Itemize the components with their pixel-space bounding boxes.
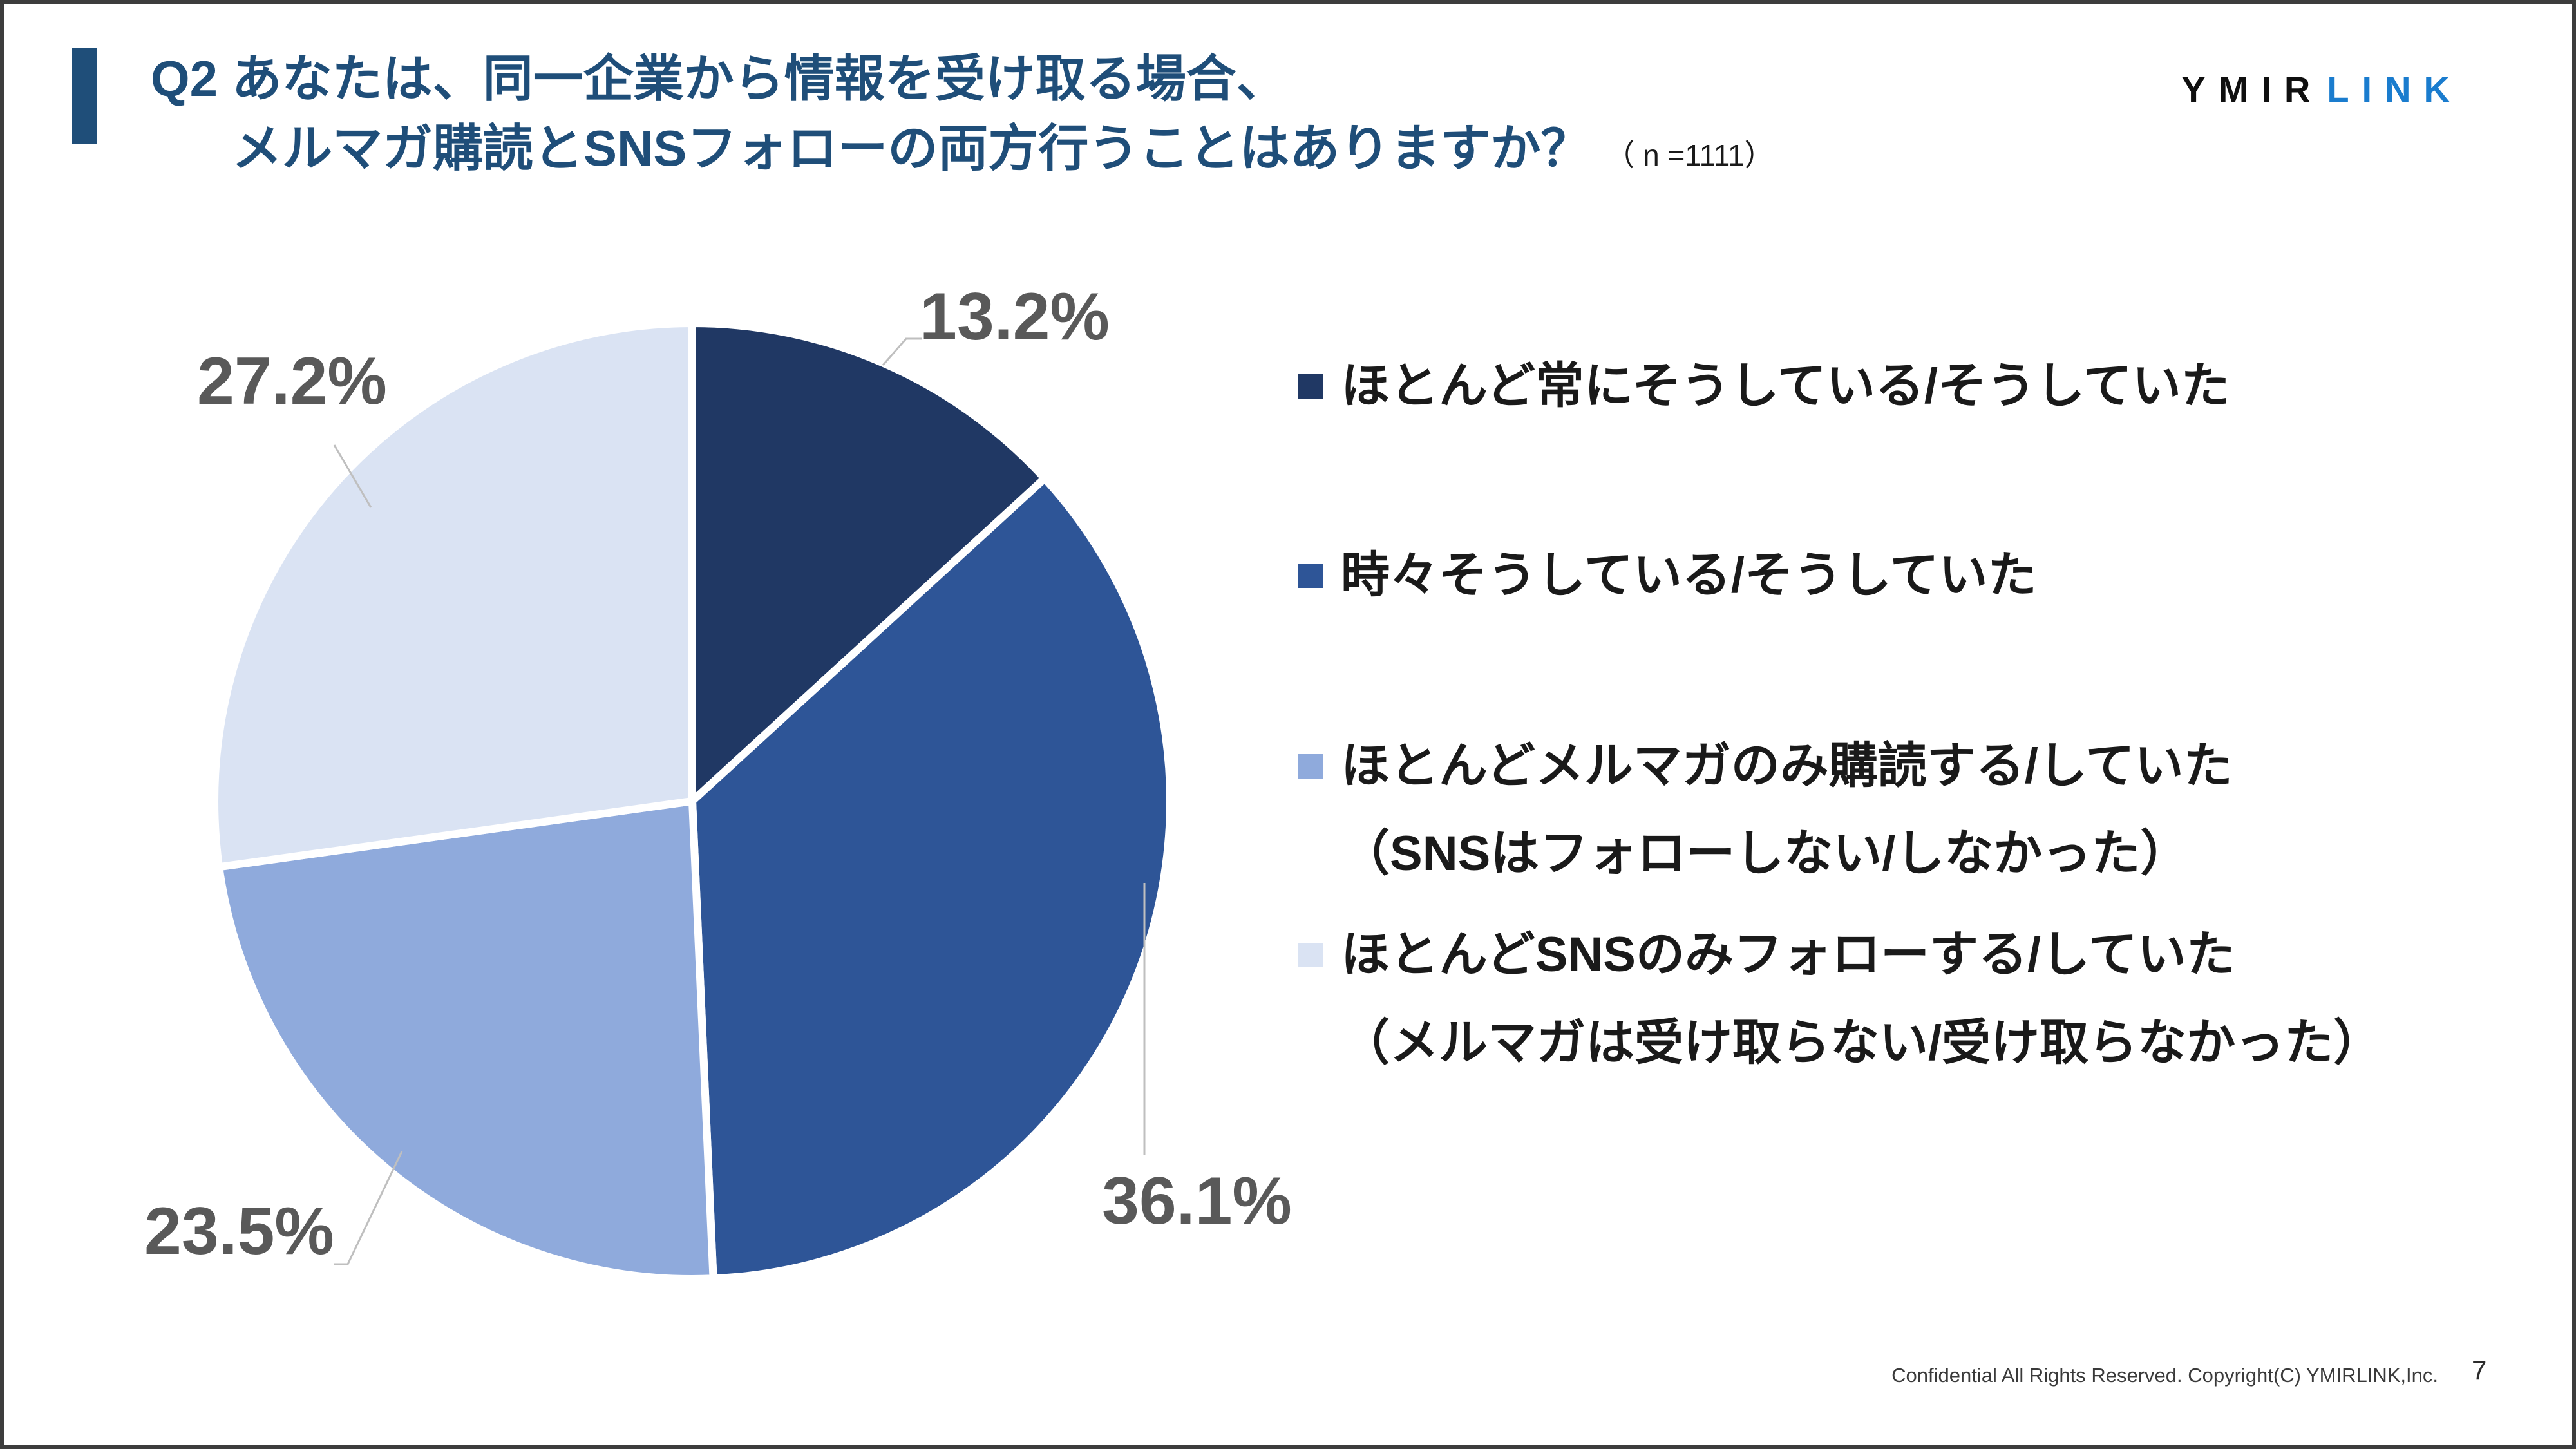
legend-item-3: ほとんどメルマガのみ購読する/していた <box>1298 742 2233 791</box>
title-line-2-text: メルマガ購読とSNSフォローの両方行うことはありますか？ <box>232 120 1591 176</box>
legend-label-4-line-2: （メルマガは受け取らない/受け取らなかった） <box>1341 1016 2383 1070</box>
legend-label-2: 時々そうしている/そうしていた <box>1341 548 2037 603</box>
legend-item-1: ほとんど常にそうしている/そうしていた <box>1298 362 2230 411</box>
ymirlink-logo: YMIR LINK <box>2181 68 2463 110</box>
legend-item-4-line-2: （メルマガは受け取らない/受け取らなかった） <box>1341 1019 2382 1068</box>
logo-ymir: YMIR <box>2181 69 2324 109</box>
legend-swatch-3 <box>1298 754 1323 779</box>
legend-swatch-2 <box>1298 564 1323 588</box>
footer-copyright: Confidential All Rights Reserved. Copyri… <box>1891 1364 2438 1387</box>
legend-label-3-line-2: （SNSはフォローしない/しなかった） <box>1341 826 2190 881</box>
pie-slice-4 <box>211 319 696 871</box>
data-label-slice-3: 23.5% <box>144 1194 334 1269</box>
legend-label-3: ほとんどメルマガのみ購読する/していた <box>1341 739 2233 793</box>
title-line-2: メルマガ購読とSNSフォローの両方行うことはありますか？ （ n =1111） <box>151 113 1774 190</box>
legend-swatch-4 <box>1298 943 1323 967</box>
pie-chart-svg <box>211 319 1174 1283</box>
chart-legend: ほとんど常にそうしている/そうしていた 時々そうしている/そうしていた ほとんど… <box>1298 362 2535 1170</box>
sample-size: （ n =1111） <box>1605 138 1774 172</box>
leader-line-slice-1 <box>882 337 922 366</box>
leader-line-slice-4 <box>333 444 372 508</box>
page-title: Q2 あなたは、同一企業から情報を受け取る場合、 メルマガ購読とSNSフォローの… <box>151 44 1774 190</box>
legend-item-2: 時々そうしている/そうしていた <box>1298 551 2037 600</box>
data-label-slice-2: 36.1% <box>1102 1164 1292 1238</box>
title-line-1: Q2 あなたは、同一企業から情報を受け取る場合、 <box>151 50 1287 107</box>
logo-link: LINK <box>2327 69 2463 109</box>
pie-slice-3 <box>214 797 717 1283</box>
pie-chart: 13.2% 36.1% 23.5% 27.2% <box>133 249 1324 1343</box>
legend-label-4: ほとんどSNSのみフォローする/していた <box>1341 927 2235 982</box>
page-number: 7 <box>2472 1355 2487 1385</box>
data-label-slice-4: 27.2% <box>197 344 387 419</box>
legend-label-1: ほとんど常にそうしている/そうしていた <box>1341 359 2230 413</box>
title-accent-bar <box>72 48 97 144</box>
data-label-slice-1: 13.2% <box>920 279 1110 354</box>
pie-slice-2 <box>688 473 1174 1283</box>
legend-item-3-line-2: （SNSはフォローしない/しなかった） <box>1341 829 2189 878</box>
leader-line-slice-3 <box>334 1151 403 1265</box>
legend-item-4: ほとんどSNSのみフォローする/していた <box>1298 931 2235 980</box>
legend-swatch-1 <box>1298 374 1323 399</box>
